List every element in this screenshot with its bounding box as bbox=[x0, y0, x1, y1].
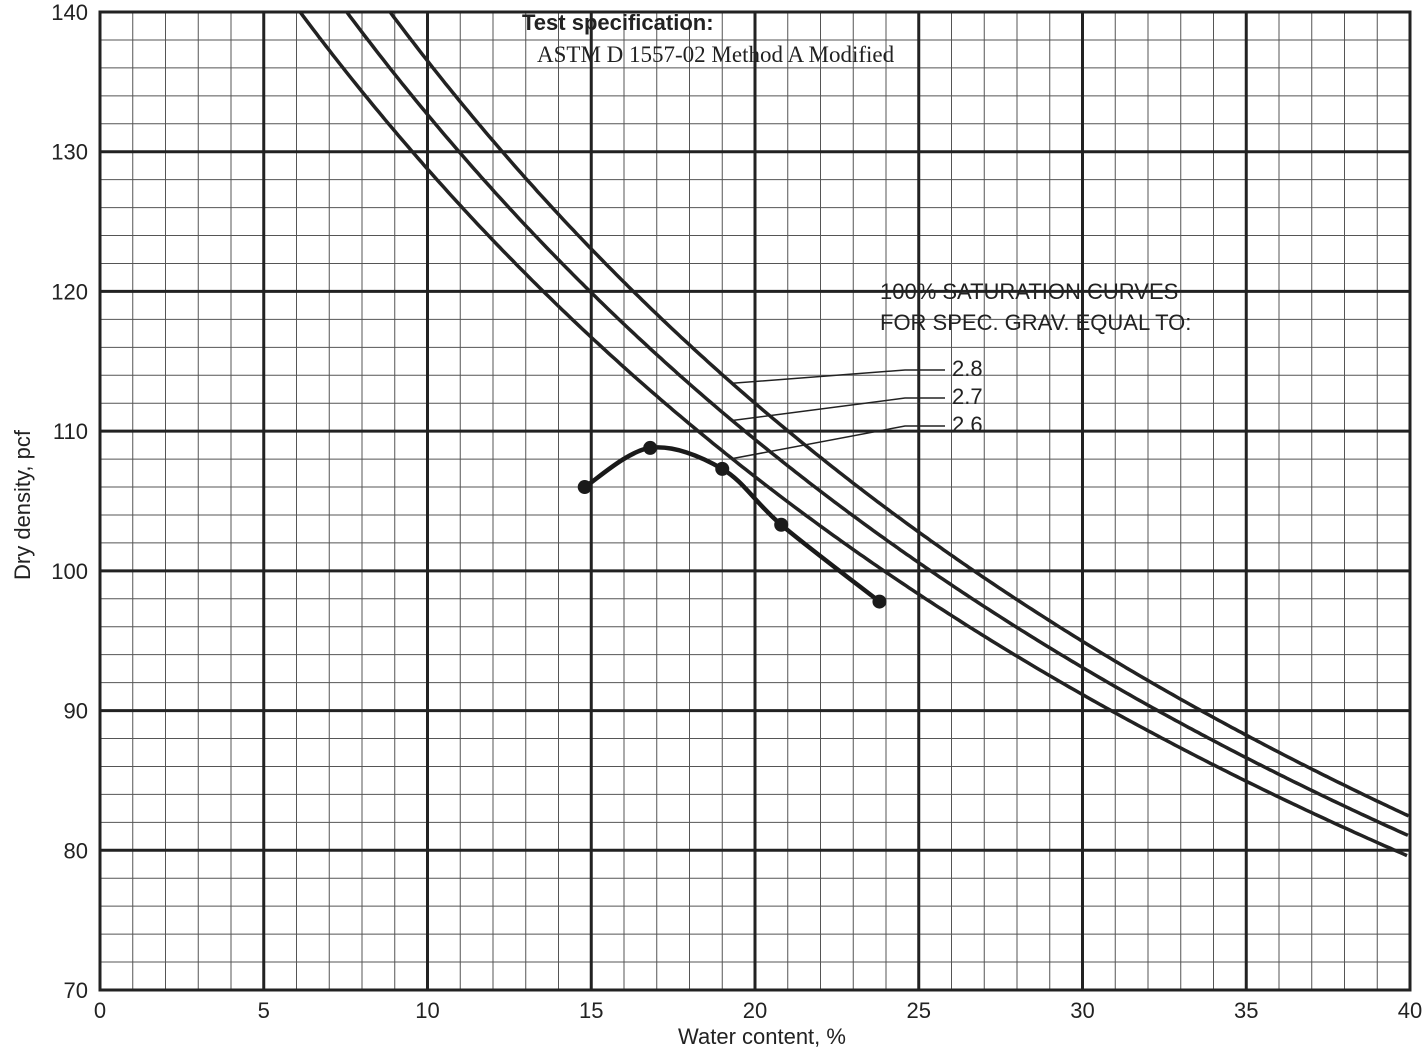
y-tick-label: 140 bbox=[51, 0, 88, 25]
x-tick-label: 15 bbox=[579, 998, 603, 1023]
x-tick-label: 10 bbox=[415, 998, 439, 1023]
saturation-leader-2.8 bbox=[732, 369, 945, 385]
saturation-curve-labels: 2.8 2.7 2.6 bbox=[952, 356, 983, 437]
compaction-point bbox=[872, 594, 887, 609]
x-axis-title: Water content, % bbox=[678, 1024, 846, 1049]
saturation-leader-2.7 bbox=[731, 397, 945, 422]
spec-heading: Test specification: bbox=[522, 10, 714, 35]
compaction-point bbox=[643, 440, 658, 455]
y-tick-label: 80 bbox=[64, 838, 88, 863]
y-tick-label: 90 bbox=[64, 699, 88, 724]
compaction-curve bbox=[577, 440, 887, 609]
saturation-label-2.7: 2.7 bbox=[952, 384, 983, 409]
saturation-heading-line1: 100% SATURATION CURVES bbox=[880, 279, 1178, 304]
y-axis-title: Dry density, pcf bbox=[10, 429, 35, 580]
compaction-curve-line bbox=[583, 445, 881, 604]
x-tick-label: 40 bbox=[1398, 998, 1422, 1023]
x-tick-label: 20 bbox=[743, 998, 767, 1023]
compaction-point bbox=[774, 517, 789, 532]
y-tick-label: 110 bbox=[53, 419, 88, 444]
saturation-curves bbox=[298, 10, 1410, 858]
x-axis-ticks: 0 5 10 15 20 25 30 35 40 bbox=[94, 998, 1422, 1023]
saturation-curve-2.8 bbox=[388, 10, 1410, 818]
y-tick-label: 100 bbox=[51, 559, 88, 584]
x-tick-label: 5 bbox=[258, 998, 270, 1023]
y-tick-label: 120 bbox=[51, 279, 88, 304]
x-tick-label: 0 bbox=[94, 998, 106, 1023]
compaction-point bbox=[715, 461, 730, 476]
y-tick-label: 70 bbox=[64, 978, 88, 1003]
plot-frame bbox=[98, 10, 1412, 992]
saturation-curve-leaders bbox=[731, 369, 945, 460]
x-tick-label: 25 bbox=[907, 998, 931, 1023]
saturation-curve-2.7 bbox=[345, 10, 1409, 837]
spec-text: ASTM D 1557-02 Method A Modified bbox=[537, 42, 895, 67]
y-tick-label: 130 bbox=[51, 140, 88, 165]
saturation-leader-2.6 bbox=[731, 425, 945, 460]
x-tick-label: 30 bbox=[1070, 998, 1094, 1023]
saturation-label-2.6: 2.6 bbox=[952, 412, 983, 437]
major-grid bbox=[98, 10, 1412, 992]
saturation-curve-2.6 bbox=[298, 10, 1408, 858]
y-axis-ticks: 70 80 90 100 110 120 130 140 bbox=[51, 0, 88, 1003]
saturation-label-2.8: 2.8 bbox=[952, 356, 983, 381]
saturation-heading-line2: FOR SPEC. GRAV. EQUAL TO: bbox=[880, 310, 1191, 335]
compaction-point bbox=[577, 480, 592, 495]
x-tick-label: 35 bbox=[1234, 998, 1258, 1023]
